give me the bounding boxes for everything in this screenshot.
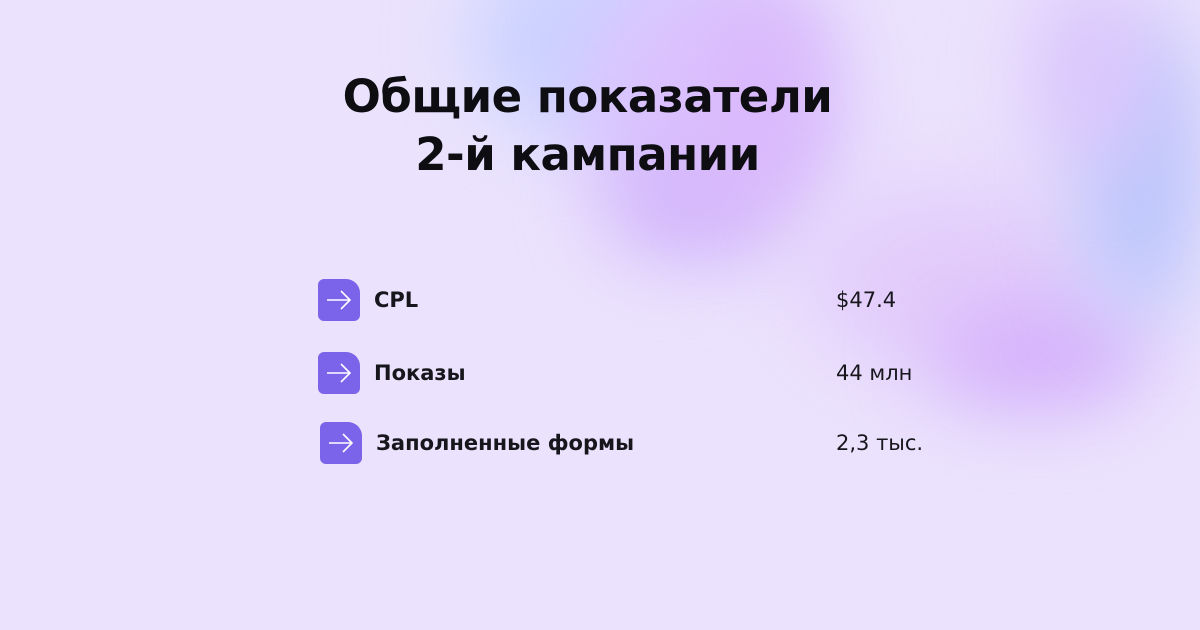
page-title: Общие показатели 2-й кампании: [0, 68, 1175, 184]
metric-row-impressions: Показы 44 млн: [318, 352, 958, 394]
metric-value: 2,3 тыс.: [836, 431, 924, 455]
arrow-right-icon: [320, 422, 362, 464]
title-line-2: 2-й кампании: [415, 128, 760, 181]
metric-value: $47.4: [836, 288, 897, 312]
metric-row-forms: Заполненные формы 2,3 тыс.: [320, 422, 960, 464]
arrow-right-icon: [318, 352, 360, 394]
metric-value: 44 млн: [836, 361, 913, 385]
arrow-right-icon: [318, 279, 360, 321]
metric-label: Заполненные формы: [376, 431, 635, 455]
metric-label: Показы: [374, 361, 466, 385]
metric-label: CPL: [374, 288, 419, 312]
title-line-1: Общие показатели: [342, 70, 833, 123]
metric-row-cpl: CPL $47.4: [318, 279, 958, 321]
